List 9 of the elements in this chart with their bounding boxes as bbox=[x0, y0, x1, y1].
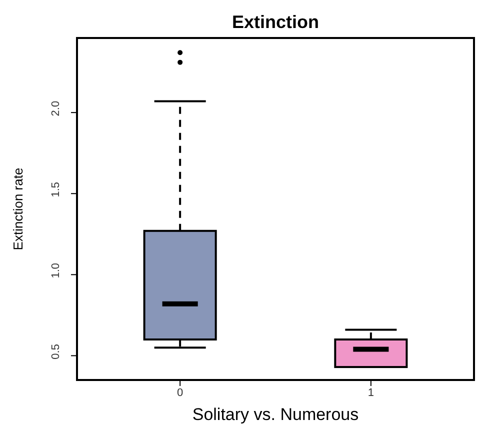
chart-title: Extinction bbox=[230, 12, 320, 33]
y-tick-label: 0.5 bbox=[50, 344, 62, 360]
x-axis-title: Solitary vs. Numerous bbox=[192, 405, 359, 424]
y-tick-label: 2.0 bbox=[50, 100, 62, 116]
y-tick-label: 1.0 bbox=[50, 262, 62, 278]
x-tick-label: 0 bbox=[177, 386, 184, 399]
y-axis-title: Extinction rate bbox=[10, 168, 26, 250]
y-tick-label: 1.5 bbox=[50, 182, 62, 198]
x-tick-label: 1 bbox=[368, 386, 374, 399]
